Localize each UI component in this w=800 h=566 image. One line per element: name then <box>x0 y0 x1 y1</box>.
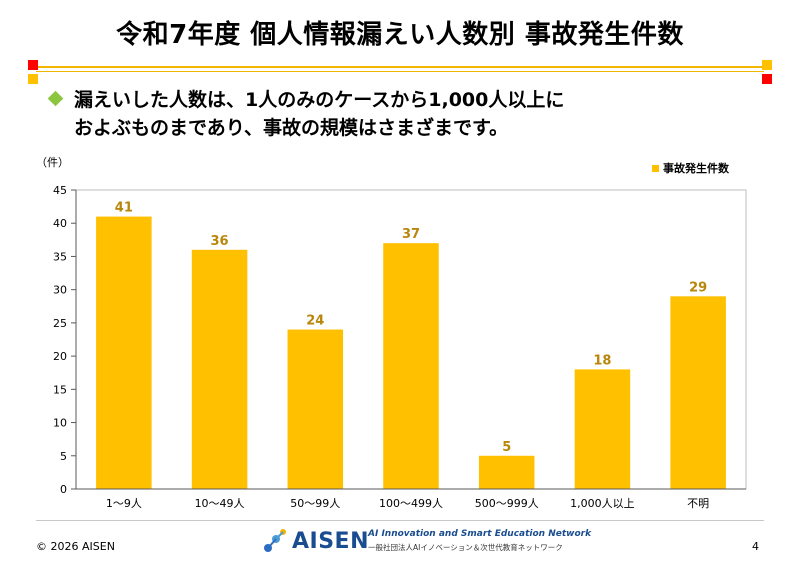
y-tick-label: 25 <box>53 317 67 330</box>
x-category-label: 不明 <box>687 497 709 510</box>
y-tick-label: 10 <box>53 417 67 430</box>
corner-square-yellow-left <box>28 74 38 84</box>
aisen-logo: AISEN <box>262 528 369 554</box>
bar-value-label: 37 <box>402 227 420 242</box>
chart-legend: 事故発生件数 <box>652 160 729 176</box>
page-title: 令和7年度 個人情報漏えい人数別 事故発生件数 <box>116 20 684 50</box>
title-underline <box>36 66 764 68</box>
x-category-label: 50～99人 <box>290 497 340 510</box>
x-category-label: 100～499人 <box>379 497 443 510</box>
logo-tagline-jp: 一般社団法人AIイノベーション＆次世代教育ネットワーク <box>368 543 563 552</box>
page-number: 4 <box>752 540 759 553</box>
bar <box>96 216 152 490</box>
bar <box>191 249 248 489</box>
x-category-label: 1～9人 <box>106 497 142 510</box>
y-tick-label: 30 <box>53 284 67 297</box>
y-tick-label: 5 <box>60 450 67 463</box>
bar <box>670 296 726 489</box>
bar-value-label: 29 <box>689 280 707 295</box>
bar-value-label: 24 <box>306 314 324 329</box>
logo-tagline-en: AI Innovation and Smart Education Networ… <box>368 529 592 539</box>
bar-value-label: 41 <box>115 201 133 216</box>
aisen-logo-icon <box>264 529 286 552</box>
corner-square-yellow-right <box>762 60 772 70</box>
bar <box>383 243 439 489</box>
corner-square-red-left <box>28 60 38 70</box>
logo-tagline: AI Innovation and Smart Education Networ… <box>368 529 591 553</box>
y-tick-label: 15 <box>53 383 67 396</box>
bar-value-label: 36 <box>211 234 229 249</box>
x-category-label: 10～49人 <box>195 497 245 510</box>
summary-text: 漏えいした人数は、1人のみのケースから1,000人以上に およぶものまであり、事… <box>74 86 774 142</box>
y-tick-label: 35 <box>53 250 67 263</box>
y-tick-label: 0 <box>60 483 67 496</box>
title-underline-thin <box>36 71 764 72</box>
bar-value-label: 5 <box>502 440 511 455</box>
y-tick-label: 20 <box>53 350 67 363</box>
summary-line-1: 漏えいした人数は、1人のみのケースから1,000人以上に <box>74 89 565 111</box>
legend-swatch <box>652 164 659 172</box>
corner-square-red-right <box>762 74 772 84</box>
bar <box>287 329 344 489</box>
y-tick-label: 40 <box>53 217 67 230</box>
bar <box>478 455 535 489</box>
legend-label: 事故発生件数 <box>663 162 729 175</box>
copyright-text: © 2026 AISEN <box>36 540 115 553</box>
summary-line-2: およぶものまであり、事故の規模はさまざまです。 <box>74 117 509 139</box>
y-axis-unit-label: （件） <box>36 156 69 169</box>
bar <box>574 369 631 489</box>
x-category-label: 1,000人以上 <box>570 497 635 510</box>
y-tick-label: 45 <box>53 184 67 197</box>
footer-divider <box>36 520 764 521</box>
logo-wordmark: AISEN <box>292 528 369 554</box>
x-category-label: 500～999人 <box>475 497 539 510</box>
bar-value-label: 18 <box>593 353 611 368</box>
